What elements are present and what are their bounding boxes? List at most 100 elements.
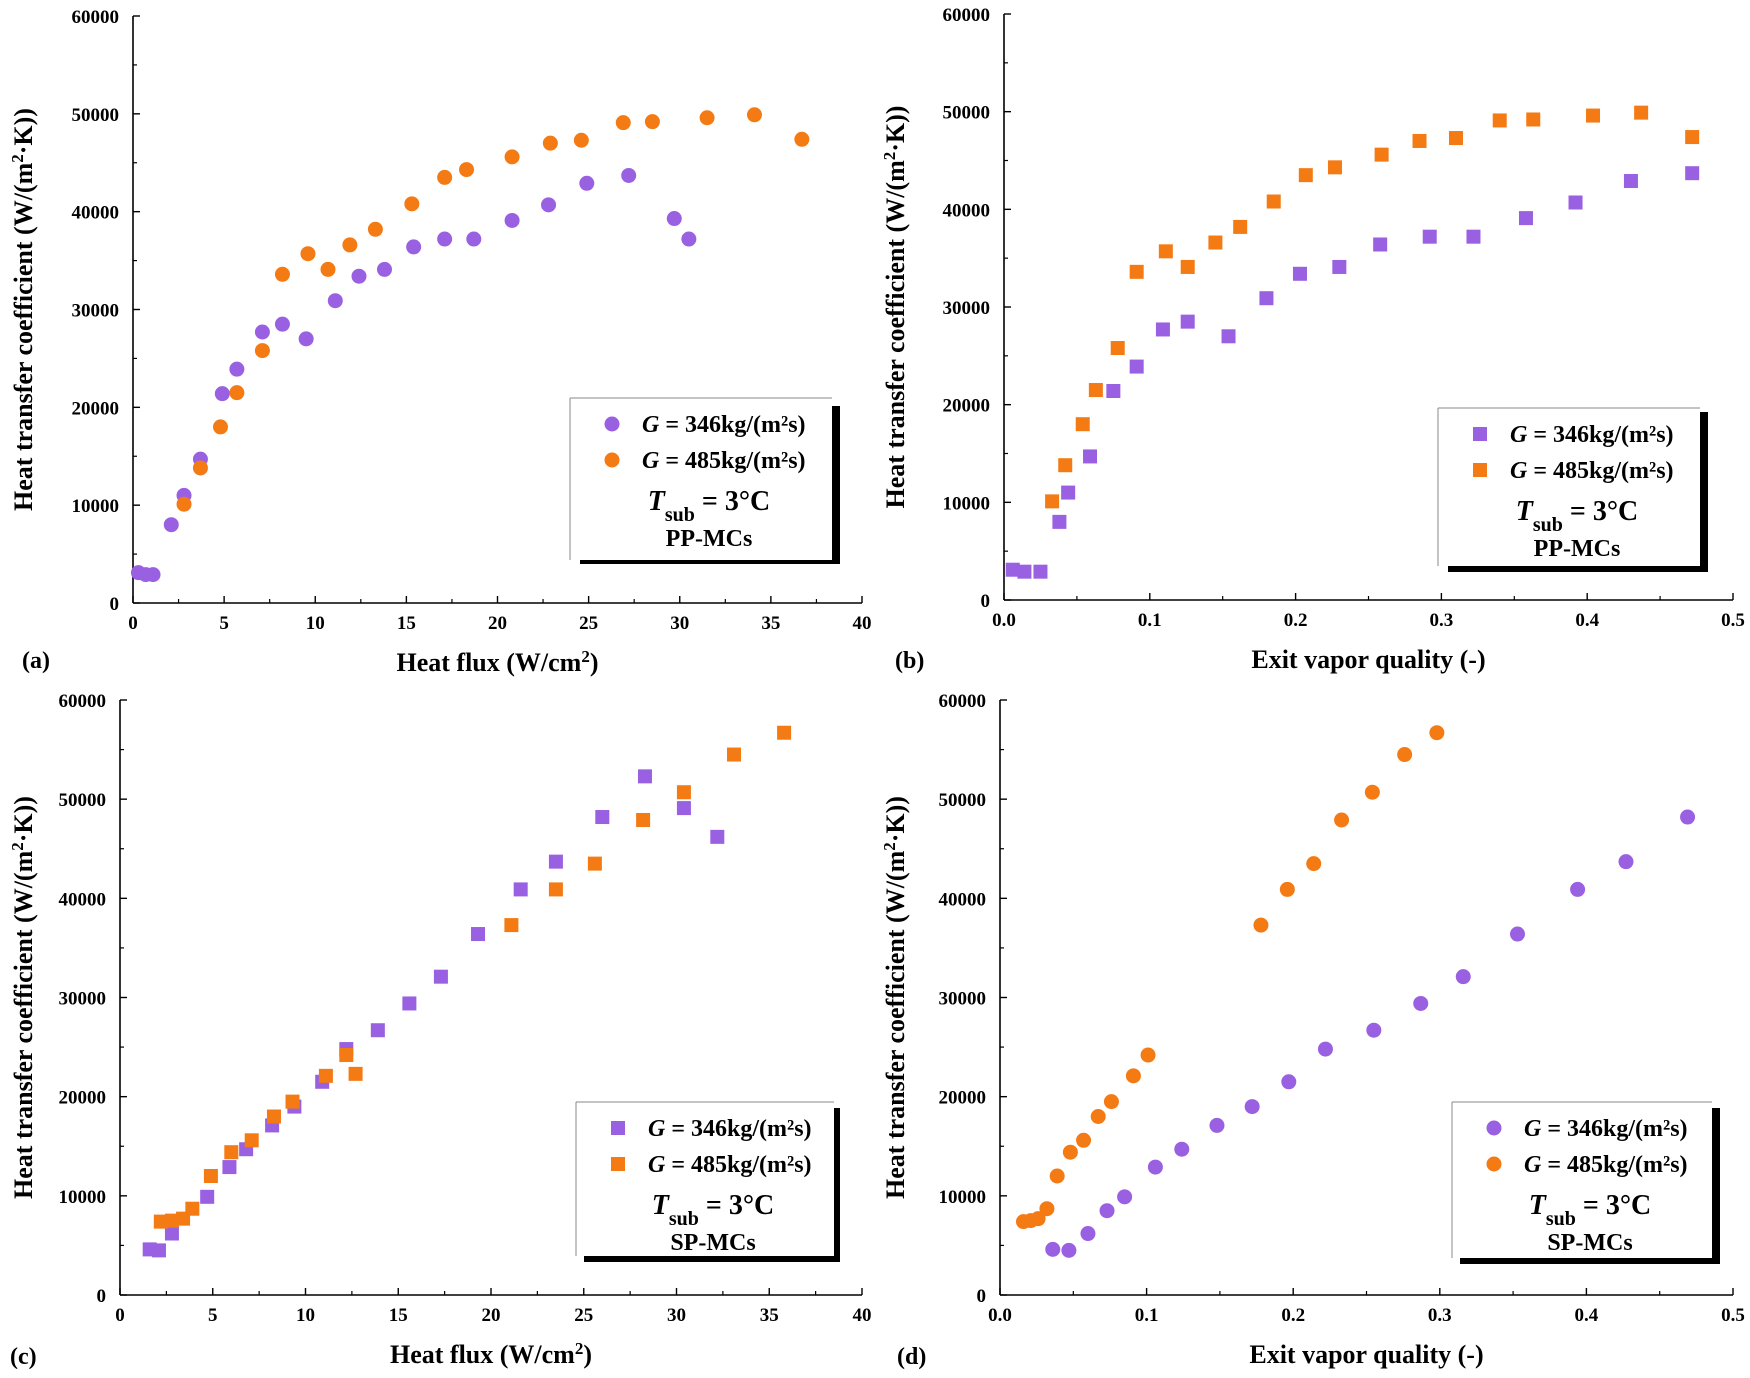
legend-channel-label: PP-MCs: [1534, 536, 1621, 562]
data-point: [370, 1023, 385, 1038]
data-point: [285, 1094, 300, 1109]
data-point: [1327, 160, 1342, 175]
data-point: [1568, 195, 1583, 210]
series-346: [142, 769, 725, 1258]
data-point: [548, 882, 563, 897]
y-axis-title: Heat transfer coefficient (W/(m2·K)): [880, 106, 911, 509]
legend-tsub: Tsub = 3°C: [652, 1190, 775, 1230]
panel-label: (c): [10, 1344, 37, 1370]
data-point: [164, 1213, 179, 1228]
legend-entry: G = 346kg/(m²s): [642, 412, 806, 438]
data-point: [1052, 514, 1067, 529]
x-tick-label: 0.5: [1721, 1305, 1745, 1326]
data-point: [1259, 291, 1274, 306]
data-point: [1373, 237, 1388, 252]
y-tick-label: 10000: [72, 496, 120, 517]
data-point: [1017, 564, 1032, 579]
data-point: [615, 115, 631, 131]
data-point: [1180, 314, 1195, 329]
y-axis-title: Heat transfer coefficient (W/(m2·K)): [8, 796, 39, 1199]
data-point: [433, 969, 448, 984]
legend-shadow-bottom: [584, 1256, 840, 1262]
x-tick-label: 0.0: [988, 1305, 1012, 1326]
data-point: [1140, 1047, 1156, 1063]
data-point: [318, 1068, 333, 1083]
y-tick-label: 20000: [59, 1088, 107, 1109]
data-point: [1155, 322, 1170, 337]
y-tick-label: 30000: [59, 989, 107, 1010]
data-point: [466, 231, 482, 247]
series-485: [1045, 105, 1700, 509]
data-point: [1129, 264, 1144, 279]
legend: G = 346kg/(m²s) G = 485kg/(m²s) Tsub = 3°C…: [575, 1101, 840, 1262]
data-point: [1466, 229, 1481, 244]
y-tick-label: 0: [97, 1286, 107, 1307]
data-point: [229, 361, 245, 377]
data-point: [274, 316, 290, 332]
data-point: [244, 1133, 259, 1148]
x-tick-label: 0.5: [1721, 610, 1745, 631]
data-point: [746, 107, 762, 123]
data-point: [710, 829, 725, 844]
data-point: [406, 239, 422, 255]
data-point: [1570, 881, 1586, 897]
data-point: [644, 114, 660, 130]
data-point: [1448, 131, 1463, 146]
data-point: [145, 567, 161, 583]
data-point: [1045, 1241, 1061, 1257]
data-point: [164, 1226, 179, 1241]
x-tick-label: 0: [128, 613, 138, 634]
data-point: [1103, 1094, 1119, 1110]
legend-entry: G = 485kg/(m²s): [1510, 458, 1674, 484]
x-tick-label: 0.2: [1284, 610, 1308, 631]
x-axis-title: Exit vapor quality (-): [1249, 1340, 1483, 1369]
x-tick-label: 30: [670, 613, 689, 634]
legend-channel-label: SP-MCs: [670, 1230, 755, 1256]
data-point: [274, 266, 290, 282]
legend-marker: [611, 1157, 625, 1171]
legend-channel-label: PP-MCs: [666, 526, 753, 552]
data-point: [402, 996, 417, 1011]
y-tick-label: 30000: [72, 301, 120, 322]
data-point: [176, 496, 192, 512]
data-point: [254, 343, 270, 359]
data-point: [212, 419, 228, 435]
y-tick-label: 20000: [72, 398, 120, 419]
data-point: [1076, 1132, 1092, 1148]
data-point: [1080, 1226, 1096, 1242]
data-point: [1298, 168, 1313, 183]
data-point: [794, 131, 810, 147]
data-point: [222, 1160, 237, 1175]
x-tick-label: 0.3: [1428, 1305, 1452, 1326]
x-tick-label: 35: [761, 613, 780, 634]
data-point: [504, 918, 519, 933]
data-point: [1208, 235, 1223, 250]
y-tick-label: 40000: [72, 203, 120, 224]
data-point: [676, 801, 691, 816]
data-point: [542, 135, 558, 151]
y-tick-label: 0: [110, 594, 120, 615]
y-tick-label: 50000: [939, 790, 987, 811]
x-tick-label: 40: [853, 613, 872, 634]
panel-label: (b): [895, 648, 924, 674]
x-tick-label: 15: [389, 1305, 408, 1326]
legend: G = 346kg/(m²s) G = 485kg/(m²s) Tsub = 3°C…: [1437, 407, 1708, 572]
data-point: [214, 386, 230, 402]
legend-shadow-bottom: [1460, 1258, 1720, 1264]
legend-shadow-bottom: [1448, 566, 1708, 572]
data-point: [1058, 458, 1073, 473]
series-485: [1015, 725, 1445, 1230]
data-point: [459, 162, 475, 178]
data-point: [1634, 105, 1649, 120]
x-tick-label: 5: [219, 613, 229, 634]
data-point: [327, 293, 343, 309]
data-point: [579, 175, 595, 191]
legend-tsub: Tsub = 3°C: [648, 486, 771, 526]
legend-entry: G = 346kg/(m²s): [648, 1116, 812, 1142]
data-point: [185, 1201, 200, 1216]
data-point: [1090, 1109, 1106, 1124]
legend-shadow-right: [834, 1108, 840, 1262]
data-point: [1332, 259, 1347, 274]
data-point: [1233, 219, 1248, 234]
data-point: [1174, 1141, 1190, 1157]
